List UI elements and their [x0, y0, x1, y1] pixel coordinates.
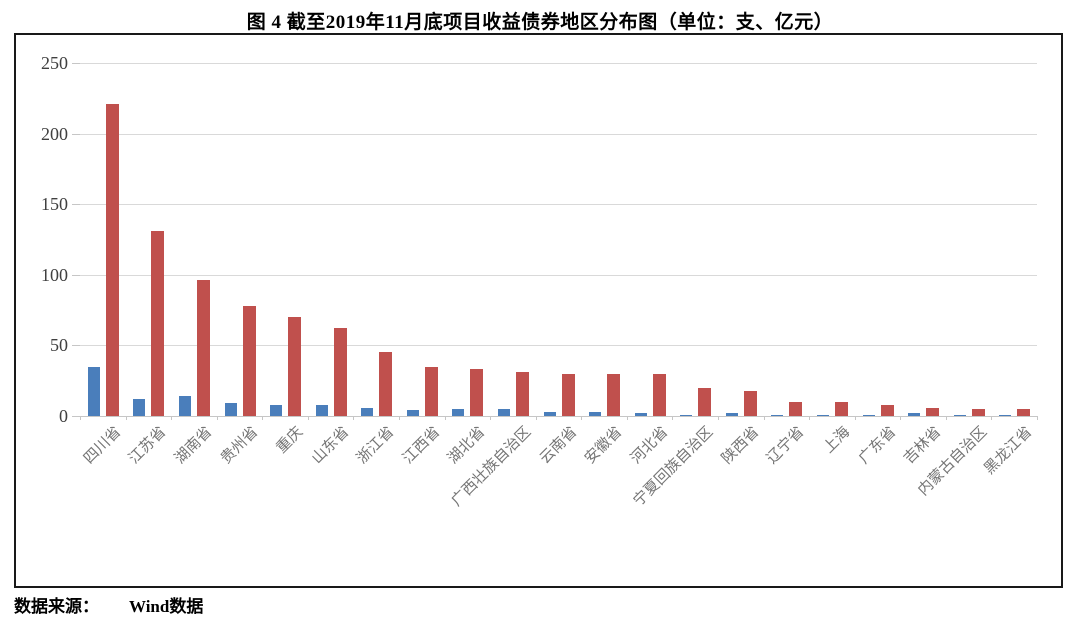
bar-支-陕西省: [725, 413, 738, 416]
x-axis-tick: [945, 416, 947, 420]
bar-支-内蒙古自治区: [953, 414, 966, 416]
bar-支-辽宁省: [771, 414, 784, 416]
x-axis-tick: [490, 416, 492, 420]
bar-亿元-上海: [834, 401, 848, 416]
bar-支-山东省: [315, 404, 328, 416]
bar-亿元-山东省: [333, 328, 347, 416]
x-axis-tick: [1037, 416, 1038, 420]
bar-支-黑龙江省: [999, 414, 1012, 416]
x-axis-tick: [216, 416, 218, 420]
x-axis-tick: [763, 416, 765, 420]
bar-支-云南省: [543, 411, 556, 416]
y-axis-tick: [72, 63, 80, 64]
bar-支-河北省: [634, 413, 647, 416]
bar-亿元-河北省: [652, 373, 666, 416]
x-axis-tick: [171, 416, 173, 420]
y-axis-tick-label: 50: [50, 335, 68, 356]
bar-亿元-重庆: [288, 317, 302, 416]
bar-亿元-内蒙古自治区: [971, 408, 985, 416]
x-axis-tick: [125, 416, 127, 420]
gridline: [80, 345, 1037, 347]
x-axis-tick: [307, 416, 309, 420]
bar-支-四川省: [87, 366, 100, 416]
bar-亿元-广西壮族自治区: [515, 372, 529, 416]
source-label: 数据来源：: [14, 597, 99, 616]
bar-支-安徽省: [589, 411, 602, 416]
bar-支-贵州省: [224, 403, 237, 416]
y-axis-tick-label: 250: [41, 53, 68, 73]
gridline: [80, 133, 1037, 135]
bar-支-广西壮族自治区: [497, 408, 510, 416]
source-value: Wind数据: [129, 597, 204, 616]
bar-亿元-云南省: [561, 373, 575, 416]
x-axis-tick: [581, 416, 583, 420]
bar-支-宁夏回族自治区: [680, 414, 693, 416]
x-axis-tick: [672, 416, 674, 420]
y-axis-tick: [72, 133, 80, 135]
x-axis-tick: [809, 416, 811, 420]
y-axis-tick: [72, 416, 80, 417]
data-source: 数据来源： Wind数据: [14, 592, 203, 617]
y-axis-tick-label: 100: [41, 264, 68, 285]
bar-支-湖南省: [178, 396, 191, 416]
x-axis-tick: [854, 416, 856, 420]
gridline: [80, 204, 1037, 206]
bar-亿元-陕西省: [743, 390, 757, 416]
bar-支-广东省: [862, 414, 875, 416]
bar-亿元-黑龙江省: [1017, 408, 1031, 416]
bar-支-江西省: [406, 410, 419, 416]
bar-亿元-安徽省: [607, 373, 621, 416]
bar-支-湖北省: [452, 408, 465, 416]
x-axis-tick: [80, 416, 81, 420]
bar-亿元-辽宁省: [789, 401, 803, 416]
plot-area: 0 50 100 150 200 250 四川省 江苏省 湖南省 贵州省 重庆 山东省 浙江省 江西省 湖北…: [16, 35, 1061, 586]
chart-frame: 0 50 100 150 200 250 四川省 江苏省 湖南省 贵州省 重庆 山东省 浙江省 江西省 湖北…: [14, 33, 1063, 588]
gridline: [80, 274, 1037, 276]
x-axis-tick: [399, 416, 400, 420]
y-axis-tick: [72, 345, 80, 347]
bar-支-上海: [816, 414, 829, 416]
y-axis-tick: [72, 274, 80, 276]
figure-title: 图 4 截至2019年11月底项目收益债券地区分布图（单位：支、亿元）: [246, 12, 834, 33]
y-axis-tick-label: 0: [59, 406, 68, 426]
x-axis-tick: [262, 416, 264, 420]
bar-支-吉林省: [908, 413, 921, 416]
bar-亿元-广东省: [880, 404, 894, 416]
bar-亿元-浙江省: [379, 352, 393, 416]
y-axis-tick: [72, 204, 80, 206]
bar-亿元-吉林省: [926, 407, 940, 416]
bar-亿元-江苏省: [151, 231, 165, 416]
gridline: [80, 63, 1037, 64]
x-axis-line: [80, 416, 1037, 417]
x-axis-tick: [991, 416, 993, 420]
y-axis-tick-label: 200: [41, 123, 68, 144]
x-axis-tick: [444, 416, 446, 420]
x-axis-tick: [718, 416, 719, 420]
bar-支-重庆: [270, 404, 283, 416]
x-axis-tick: [535, 416, 537, 420]
bar-亿元-宁夏回族自治区: [698, 387, 712, 416]
bar-亿元-江西省: [424, 366, 438, 416]
bar-亿元-贵州省: [242, 305, 256, 416]
x-axis-tick: [353, 416, 355, 420]
x-axis-tick: [626, 416, 628, 420]
bar-亿元-湖北省: [470, 369, 484, 416]
bar-亿元-湖南省: [196, 280, 210, 416]
bar-亿元-四川省: [105, 103, 119, 416]
x-axis-tick: [900, 416, 902, 420]
bar-支-浙江省: [361, 407, 374, 416]
bar-支-江苏省: [133, 399, 146, 416]
y-axis-tick-label: 150: [41, 194, 68, 215]
